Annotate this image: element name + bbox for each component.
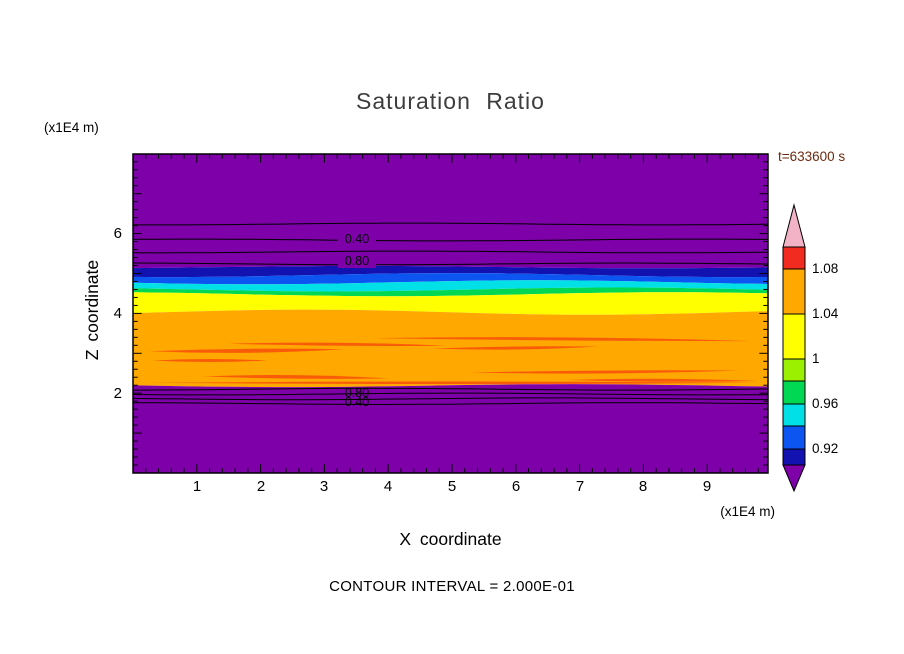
streak	[375, 337, 752, 342]
y-axis-units: (x1E4 m)	[44, 120, 99, 135]
colorbar-arrow-top	[782, 203, 806, 248]
time-annotation: t=633600 s	[778, 149, 846, 164]
streak	[145, 381, 756, 385]
y-tick-label-4: 4	[113, 305, 122, 322]
contour-line	[133, 397, 768, 401]
fill-bands	[133, 154, 768, 473]
contour-label-upper-040: 0.40	[338, 232, 376, 247]
x-tick-label-7: 7	[575, 478, 585, 495]
y-tick-label-2: 2	[113, 385, 122, 402]
streak	[203, 375, 389, 379]
colorbar-label-1: 1	[812, 351, 820, 366]
band-green	[133, 287, 768, 297]
colorbar-block-dark_blue	[782, 448, 806, 466]
streak	[228, 342, 446, 346]
x-tick-label-1: 1	[192, 478, 202, 495]
plot-title: Saturation Ratio	[356, 88, 545, 114]
x-tick-label-9: 9	[702, 478, 712, 495]
plot-area	[133, 154, 768, 473]
streaks	[145, 337, 759, 385]
streak	[152, 359, 267, 362]
streak	[471, 370, 740, 374]
x-tick-label-2: 2	[256, 478, 266, 495]
colorbar-label-1p08: 1.08	[812, 261, 839, 276]
colorbar-block-orange	[782, 268, 806, 315]
colorbar-label-1p04: 1.04	[812, 306, 839, 321]
x-tick-label-5: 5	[447, 478, 457, 495]
contour-label-upper-080: 0.80	[338, 254, 376, 269]
x-axis-units: (x1E4 m)	[720, 504, 775, 519]
colorbar-arrow-bottom	[782, 464, 806, 493]
contour-lines	[133, 222, 768, 406]
streak	[148, 348, 344, 353]
contour-label-lower-080: 0.80	[344, 386, 370, 400]
x-tick-label-8: 8	[638, 478, 648, 495]
streak	[432, 346, 599, 350]
colorbar-label-0p96: 0.96	[812, 396, 839, 411]
x-tick-label-3: 3	[319, 478, 329, 495]
band-purple	[133, 384, 768, 473]
colorbar	[782, 203, 806, 493]
contour-line	[133, 387, 768, 391]
contour-line	[133, 392, 768, 396]
colorbar-block-green	[782, 380, 806, 405]
colorbar-block-cyan	[782, 403, 806, 427]
band-yellow	[133, 292, 768, 315]
axis-ticks	[133, 154, 768, 473]
colorbar-block-yellow	[782, 313, 806, 360]
colorbar-block-blue	[782, 425, 806, 450]
contour-line	[133, 222, 768, 226]
contour-label-lower-040: 0.40	[344, 395, 370, 409]
contour-line	[133, 402, 768, 406]
x-tick-label-6: 6	[511, 478, 521, 495]
contour-line	[133, 238, 768, 242]
streak	[566, 378, 759, 382]
x-axis-title: X coordinate	[399, 529, 502, 549]
band-blue	[133, 273, 768, 285]
band-dark_blue	[133, 265, 768, 278]
y-tick-label-6: 6	[113, 225, 122, 242]
colorbar-label-0p92: 0.92	[812, 441, 839, 456]
contour-line	[133, 250, 768, 254]
x-tick-label-4: 4	[383, 478, 393, 495]
band-cyan	[133, 280, 768, 292]
colorbar-block-red	[782, 246, 806, 270]
colorbar-block-chartreuse	[782, 358, 806, 382]
contour-line	[133, 262, 768, 266]
contour-interval-note: CONTOUR INTERVAL = 2.000E-01	[329, 578, 575, 595]
plot-border	[132, 153, 769, 474]
